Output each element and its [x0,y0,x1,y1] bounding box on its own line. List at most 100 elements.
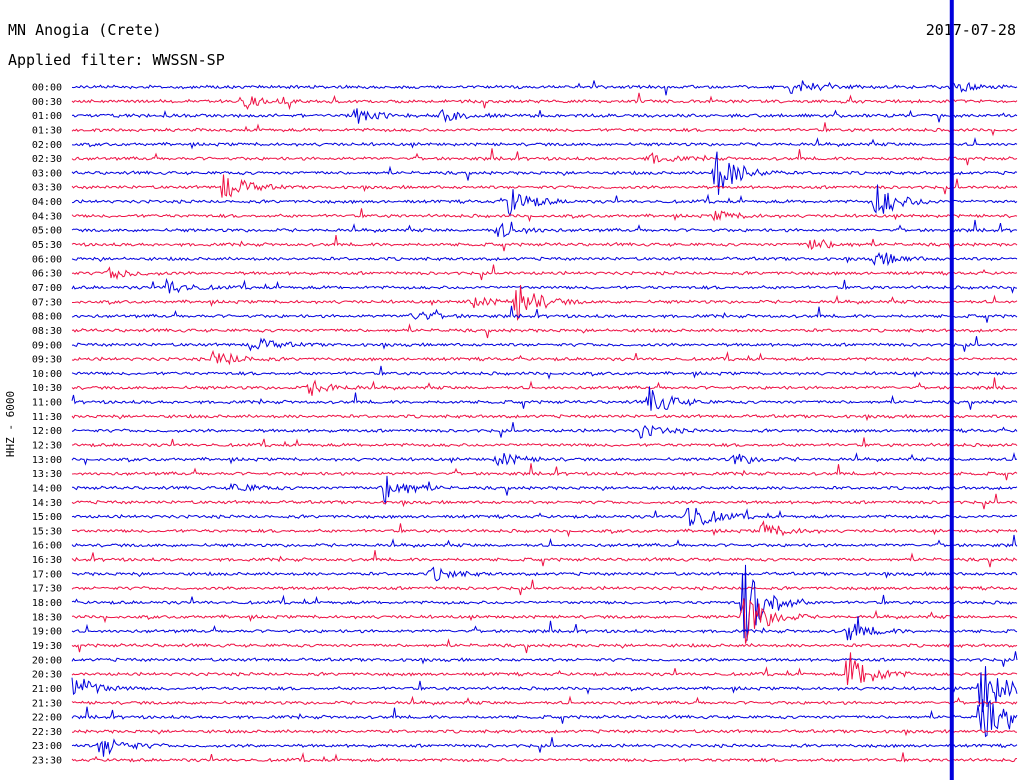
trace-row [71,108,1018,124]
time-labels: 00:00 00:30 01:00 01:30 02:00 02:30 03:00 03:30… [32,83,62,767]
trace-row [71,174,1018,198]
time-label: 17:30 [32,584,62,595]
time-label: 20:30 [32,670,62,681]
trace-row [71,651,1018,667]
trace-row [71,566,1018,582]
time-label: 01:00 [32,111,62,122]
time-label: 04:00 [32,197,62,208]
time-label: 11:30 [32,412,62,423]
time-label: 12:00 [32,426,62,437]
trace-row [71,208,1018,223]
trace-row [71,184,1018,217]
trace-row [71,737,1018,757]
time-label: 05:30 [32,240,62,251]
trace-row [72,520,1018,538]
time-label: 18:30 [32,612,62,623]
trace-row [71,219,1018,238]
trace-row [71,151,1018,195]
time-label: 03:30 [32,183,62,194]
time-label: 23:30 [32,756,62,767]
time-label: 02:30 [32,154,62,165]
time-label: 04:30 [32,211,62,222]
date-label: 2017-07-28 [925,21,1016,39]
time-label: 17:00 [32,569,62,580]
channel-label: HHZ - 6000 [4,391,17,457]
time-label: 12:30 [32,441,62,452]
trace-row [71,493,1018,510]
trace-row [72,728,1018,737]
time-label: 16:00 [32,541,62,552]
time-label: 08:00 [32,312,62,323]
time-label: 21:30 [32,698,62,709]
trace-row [71,598,1018,644]
trace-row [71,137,1018,150]
trace-row [71,92,1018,111]
trace-row [71,277,1018,294]
time-label: 13:00 [32,455,62,466]
trace-row [71,463,1018,481]
time-label: 14:00 [32,483,62,494]
time-label: 06:00 [32,254,62,265]
trace-row [71,579,1018,596]
trace-row [71,422,1018,439]
time-label: 23:00 [32,741,62,752]
time-label: 15:00 [32,512,62,523]
trace-row [71,534,1018,549]
time-label: 03:00 [32,168,62,179]
trace-row [71,652,1018,686]
trace-row [71,122,1018,137]
time-label: 00:00 [32,83,62,94]
trace-row [71,638,1018,654]
time-label: 11:00 [32,398,62,409]
trace-row [71,323,1018,339]
trace-row [71,752,1018,763]
time-label: 02:00 [32,140,62,151]
time-label: 00:30 [32,97,62,108]
time-label: 14:30 [32,498,62,509]
time-label: 13:30 [32,469,62,480]
trace-row [72,285,1018,322]
time-label: 09:30 [32,355,62,366]
time-label: 10:00 [32,369,62,380]
trace-row [71,413,1018,422]
trace-row [71,252,1018,267]
time-label: 15:30 [32,526,62,537]
time-label: 09:00 [32,340,62,351]
time-label: 19:30 [32,641,62,652]
time-label: 10:30 [32,383,62,394]
trace-row [71,616,1018,641]
trace-row [71,235,1018,253]
trace-row [71,264,1018,281]
trace-row [71,550,1018,568]
trace-row [71,507,1018,527]
trace-row [71,699,1018,738]
trace-row [71,305,1018,323]
trace-row [71,564,1018,641]
time-label: 07:00 [32,283,62,294]
time-label: 07:30 [32,297,62,308]
trace-row [72,475,1018,506]
time-label: 22:00 [32,713,62,724]
time-label: 19:00 [32,627,62,638]
traces [71,0,1018,780]
trace-row [71,386,1018,411]
time-label: 22:30 [32,727,62,738]
station-title: MN Anogia (Crete) [8,21,162,39]
trace-row [71,349,1018,366]
trace-row [71,695,1018,706]
time-label: 21:00 [32,684,62,695]
trace-row [71,336,1018,352]
time-label: 06:30 [32,269,62,280]
trace-row [71,451,1018,467]
trace-row [71,80,1018,96]
time-label: 20:00 [32,655,62,666]
trace-row [71,437,1018,448]
trace-row [71,377,1018,396]
time-label: 01:30 [32,125,62,136]
trace-row [71,365,1018,380]
time-label: 05:00 [32,226,62,237]
trace-row [71,148,1018,166]
time-label: 16:30 [32,555,62,566]
trace-row [71,666,1018,713]
